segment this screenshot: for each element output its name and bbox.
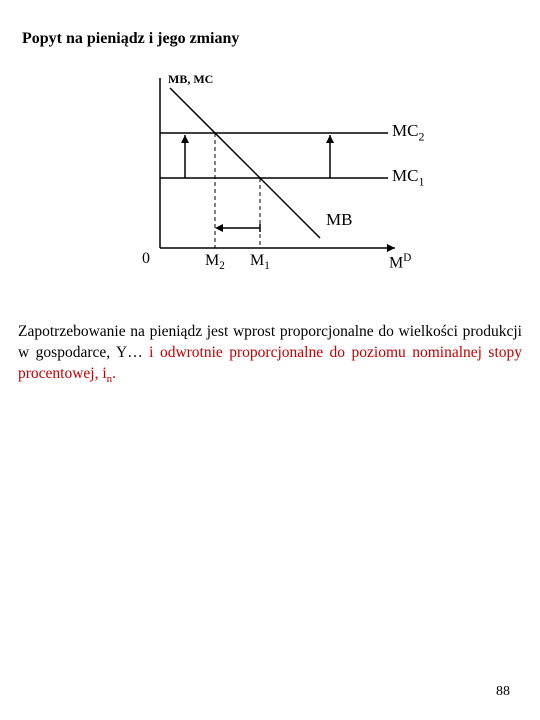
page-title: Popyt na pieniądz i jego zmiany [22, 30, 522, 48]
chart-container: MB, MC MD 0 MB MC2 MC1 M2 M1 [18, 68, 522, 298]
origin-label: 0 [142, 250, 150, 268]
y-axis-label: MB, MC [168, 72, 213, 87]
body-paragraph: Zapotrzebowanie na pieniądz jest wprost … [18, 322, 522, 387]
chart-svg [130, 68, 410, 278]
mb-mc-diagram: MB, MC MD 0 MB MC2 MC1 M2 M1 [130, 68, 410, 298]
x-axis-label: MD [389, 252, 411, 272]
m1-tick-label: M1 [250, 252, 270, 272]
page-number: 88 [496, 684, 510, 700]
mc2-label: MC2 [392, 121, 424, 144]
mb-label: MB [326, 210, 352, 230]
m2-tick-label: M2 [205, 252, 225, 272]
mc1-label: MC1 [392, 166, 424, 189]
